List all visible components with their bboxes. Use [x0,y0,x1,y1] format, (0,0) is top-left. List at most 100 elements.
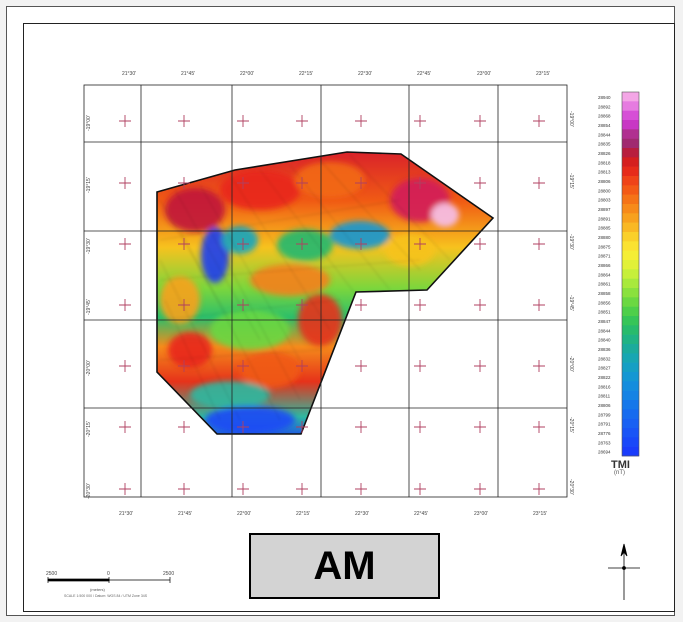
graticule-cross [178,421,190,433]
colorbar-value-label: 28891 [598,216,611,221]
top-x-label: 23°00' [477,71,491,77]
map-grid [83,84,568,498]
colorbar-swatch [622,204,639,214]
label-box-text: AM [313,543,376,588]
colorbar-value-label: 28868 [598,114,611,119]
graticule-cross [296,238,308,250]
colorbar-swatch [622,222,639,233]
colorbar-swatch [622,185,639,195]
bottom-x-label: 21°30' [119,511,133,517]
graticule-cross [474,483,486,495]
colorbar-swatch [622,390,639,401]
colorbar-value-label: 28776 [598,431,611,436]
colorbar-swatch [622,372,639,382]
colorbar-swatch [622,418,639,429]
colorbar-outline [621,91,640,457]
colorbar-unit: (nT) [614,470,625,476]
colorbar-swatch [622,344,639,354]
colorbar-value-label: 28791 [598,422,611,427]
label-box: AM [249,533,440,599]
colorbar-value-label: 28940 [598,95,611,100]
colorbar-swatch [622,148,639,158]
colorbar-swatch [622,176,639,186]
bottom-x-label: 22°30' [355,511,369,517]
colorbar-swatch [622,92,639,102]
graticule-cross [178,360,190,372]
graticule-cross [237,115,249,127]
colorbar-value-label: 28806 [598,403,611,408]
colorbar-value-label: 28803 [598,198,611,203]
left-y-label: -20°15' [86,421,92,437]
colorbar-value-label: 28866 [598,263,611,268]
top-x-label: 21°30' [122,71,136,77]
colorbar-swatch [622,241,639,251]
colorbar-swatch [622,325,639,335]
top-x-label: 22°45' [417,71,431,77]
scale-left-label: 2500 [46,571,57,577]
graticule-cross [119,421,131,433]
colorbar-swatch [622,409,639,419]
graticule-cross [296,360,308,372]
bottom-x-label: 22°45' [414,511,428,517]
graticule-cross [355,299,367,311]
right-y-label: -20°30' [568,479,574,495]
graticule-cross [414,421,426,433]
colorbar-value-label: 28822 [598,375,611,380]
survey-boundary [156,151,495,435]
graticule-cross [178,483,190,495]
colorbar-swatch [622,213,639,223]
tmi-raster [157,152,493,434]
colorbar-swatch [622,260,639,270]
graticule-cross [474,360,486,372]
colorbar-swatch [622,297,639,307]
graticule-cross [474,238,486,250]
graticule-cross [119,238,131,250]
colorbar-value-label: 28875 [598,244,611,249]
right-y-label: -19°45' [568,295,574,311]
colorbar-value-label: 28818 [598,160,611,165]
graticule-cross [178,238,190,250]
colorbar-swatch [622,428,639,438]
graticule-cross [414,483,426,495]
graticule-cross [355,483,367,495]
north-arrow-icon [608,543,640,600]
colorbar-value-label: 28836 [598,347,611,352]
graticule-cross [533,115,545,127]
right-y-label: -20°00' [568,356,574,372]
colorbar-value-label: 28885 [598,226,611,231]
scale-units-label: (meters) [90,587,105,592]
map-frame [23,23,675,612]
right-y-label: -19°15' [568,173,574,189]
graticule-cross [414,360,426,372]
colorbar-swatch [622,316,639,326]
colorbar-value-label: 28835 [598,142,611,147]
left-y-label: -20°00' [86,360,92,376]
top-x-label: 22°15' [299,71,313,77]
colorbar-swatch [622,306,639,317]
bottom-x-label: 23°00' [474,511,488,517]
graticule-cross [119,177,131,189]
colorbar-value-label: 28800 [598,188,611,193]
colorbar-value-label: 28763 [598,440,611,445]
graticule-cross [533,177,545,189]
graticule-cross [474,299,486,311]
colorbar-value-label: 28844 [598,328,611,333]
colorbar-value-label: 28847 [598,319,611,324]
graticule-cross [414,177,426,189]
graticule-cross [237,299,249,311]
colorbar-swatch [622,269,639,279]
graticule-cross [119,115,131,127]
graticule-cross [296,483,308,495]
graticule-cross [119,360,131,372]
colorbar-swatch [622,157,639,167]
top-x-label: 22°30' [358,71,372,77]
colorbar-swatch [622,129,639,139]
graticule-cross [237,238,249,250]
top-coordinate-labels: 21°30' 21°45' 22°00' 22°15' 22°30' 22°45' 23°0… [122,71,550,77]
grid-border [83,84,568,498]
colorbar-value-label: 28844 [598,132,611,137]
colorbar-title: TMI [611,459,630,471]
top-x-label: 21°45' [181,71,195,77]
colorbar-swatch [622,446,639,457]
colorbar-value-label: 28854 [598,123,611,128]
